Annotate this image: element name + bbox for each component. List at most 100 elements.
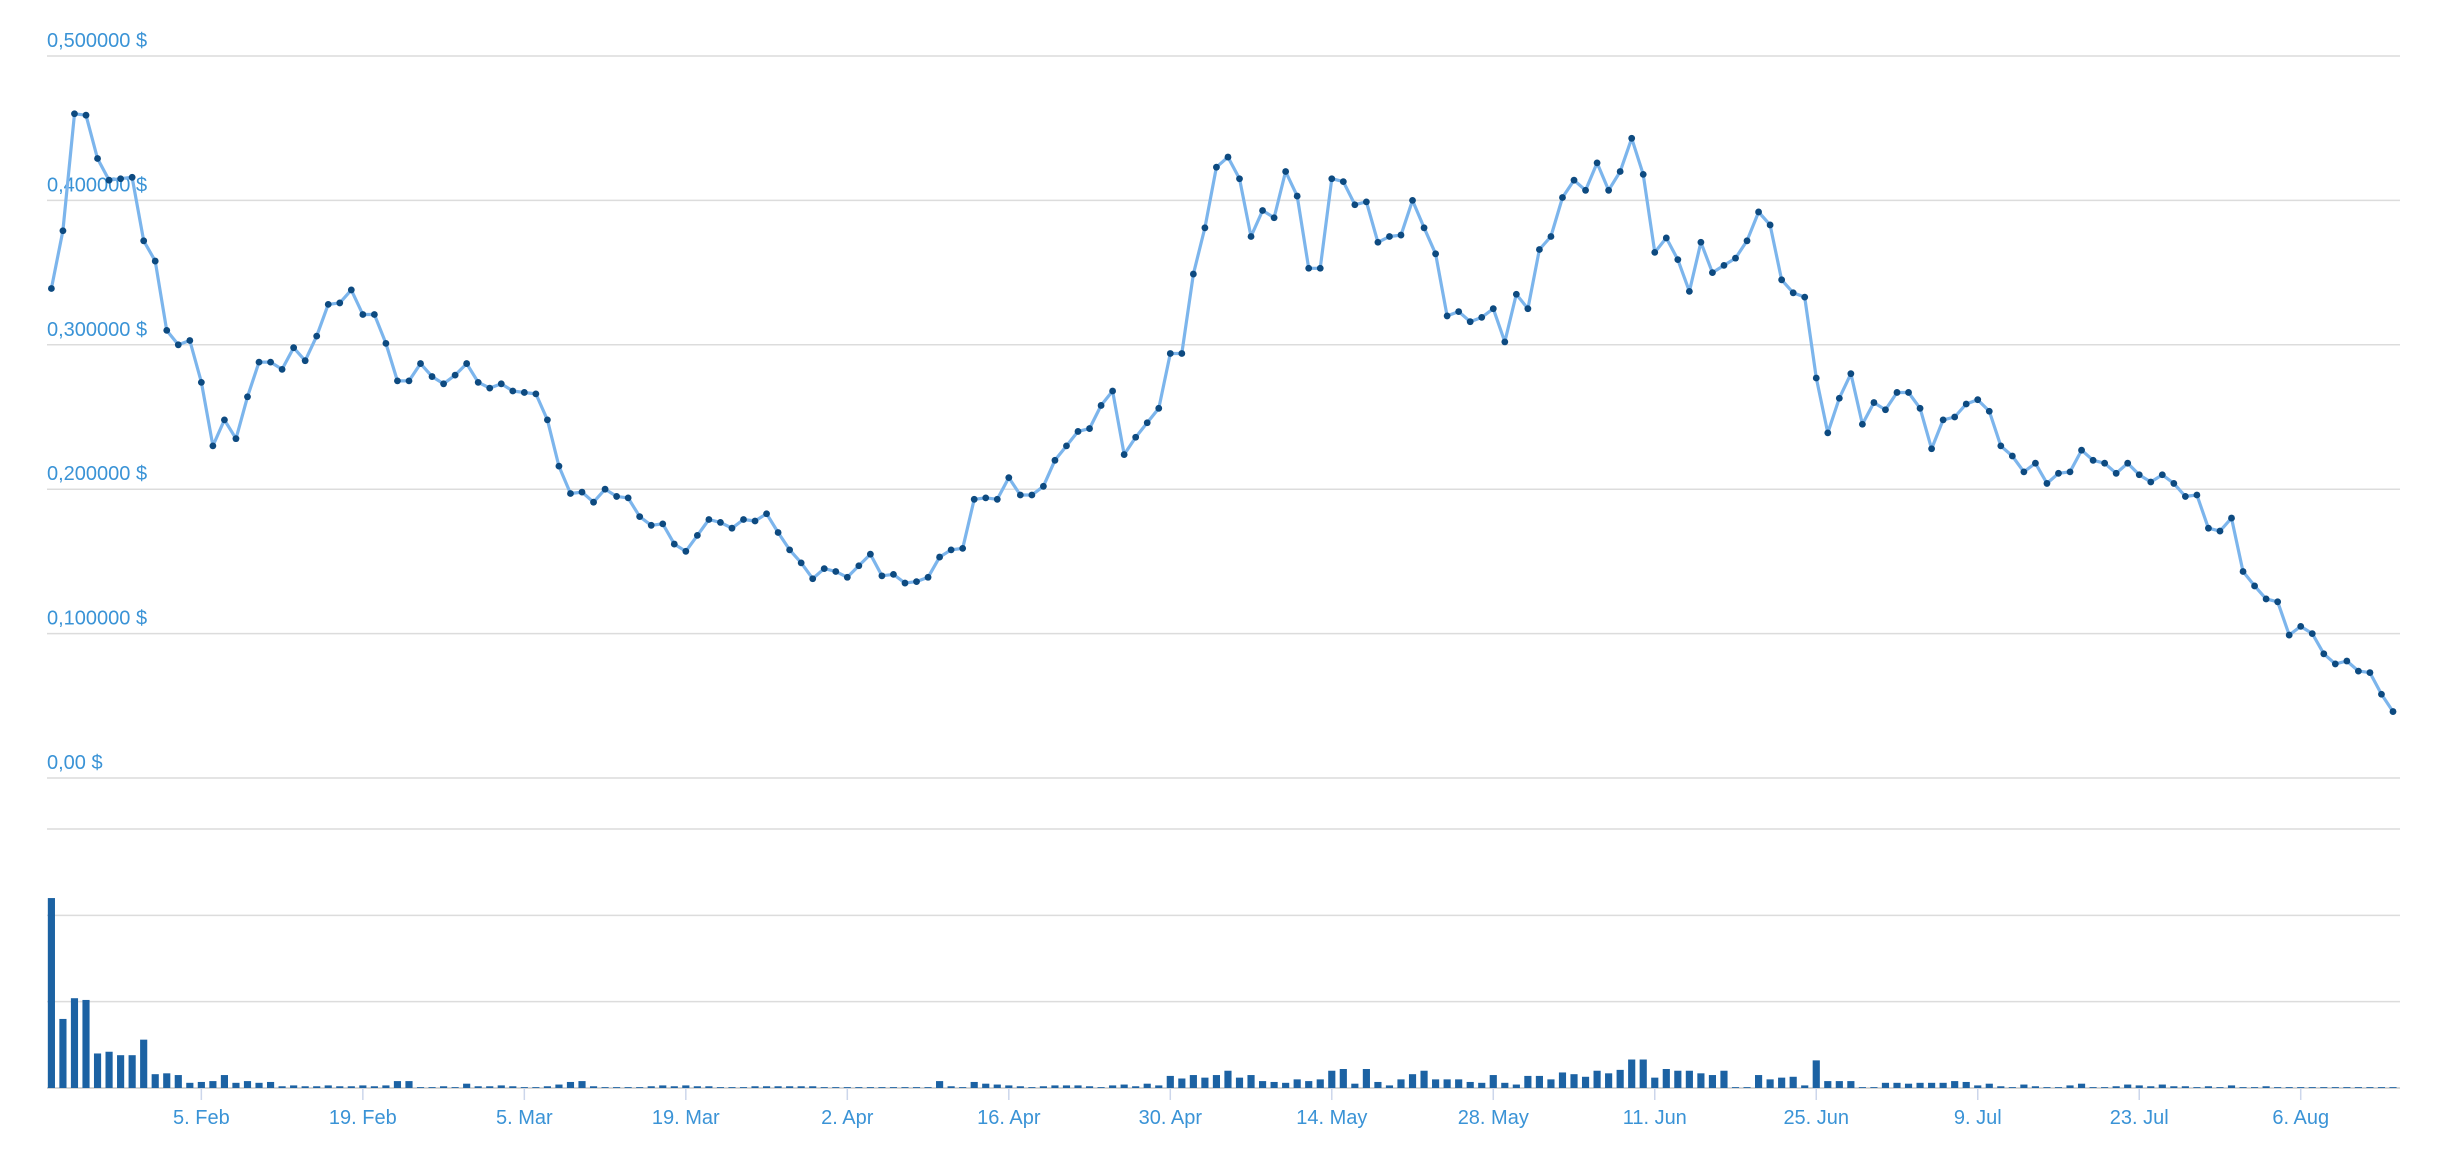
price-point [1143,419,1151,427]
volume-bar [2377,1087,2386,1088]
price-point [1489,305,1497,313]
price-point [1386,233,1393,240]
price-point [1501,338,1509,346]
price-point [71,110,78,118]
volume-bar [151,1074,159,1088]
volume-bar [2331,1087,2339,1088]
volume-bar [163,1073,171,1088]
price-point [1166,350,1174,357]
x-tick-label: 28. May [1458,1107,1529,1129]
price-point [2055,469,2062,477]
volume-bar [1085,1086,1094,1088]
price-point [347,286,355,294]
volume-bar [2031,1086,2039,1088]
price-point [1847,370,1855,378]
price-point [924,573,932,581]
volume-bar [393,1081,402,1088]
price-point [2147,478,2155,486]
price-point [1224,153,1232,161]
price-point [1270,214,1278,222]
volume-bar [555,1084,563,1088]
volume-bar [970,1081,978,1088]
price-point [2205,524,2212,532]
price-point [659,520,667,528]
volume-bar [1316,1079,1324,1088]
x-tick-label: 2. Apr [821,1107,874,1129]
price-point [1328,175,1336,183]
price-point [1512,290,1520,298]
volume-bar [1535,1075,1543,1088]
price-point [1685,287,1693,295]
volume-bar [82,999,90,1088]
x-tick-label: 19. Mar [652,1107,720,1129]
volume-bar [589,1086,598,1088]
price-point [2170,480,2178,487]
volume-bar [889,1087,898,1088]
price-point [1985,407,1993,415]
price-point [763,510,770,518]
volume-bar [1097,1087,1105,1088]
volume-bar [1478,1082,1486,1088]
volume-bar [1928,1082,1936,1088]
price-point [1570,176,1578,184]
price-point [2354,667,2362,675]
price-point [1882,406,1889,414]
volume-bar [2285,1087,2293,1088]
volume-bar [186,1082,194,1088]
volume-bar [1778,1077,1786,1088]
volume-bar [1109,1085,1117,1088]
price-point [1651,248,1659,256]
volume-bar [1385,1085,1394,1088]
volume-bar [1962,1081,1970,1088]
price-point [197,378,205,386]
volume-bar [2158,1084,2166,1088]
volume-bar [982,1083,990,1088]
price-point [1628,134,1636,142]
volume-bar [1305,1081,1313,1088]
price-point [878,572,886,580]
price-point [2020,468,2028,476]
volume-bar [1155,1085,1163,1088]
volume-bar [751,1086,759,1088]
volume-bar [220,1075,229,1088]
price-point [947,546,955,554]
price-point [255,358,263,366]
volume-bar [2204,1086,2213,1088]
price-point [774,529,782,536]
volume-bar [520,1087,528,1088]
volume-bar [809,1086,817,1088]
volume-bar [1628,1059,1636,1088]
price-point [1974,396,1982,404]
price-point [1547,233,1555,240]
volume-bar [2274,1087,2282,1088]
volume-bar [70,998,79,1088]
price-point [2378,690,2385,698]
price-point [2112,469,2120,477]
volume-bar [1258,1081,1267,1088]
x-tick-label: 5. Feb [173,1107,230,1129]
volume-bar [1432,1079,1440,1088]
volume-bar [2066,1085,2074,1088]
price-point [1397,231,1405,239]
price-point [394,377,401,385]
volume-bar [1743,1087,1751,1088]
volume-bar [1916,1082,1924,1088]
price-point [1962,400,1970,408]
price-point [832,568,840,575]
price-point [1916,404,1924,412]
price-point [555,462,563,470]
volume-bar [613,1087,621,1088]
volume-bar [601,1087,609,1088]
volume-bar [324,1085,332,1088]
price-point [693,532,701,539]
volume-bar [728,1087,736,1088]
price-point [751,517,759,525]
volume-bar [762,1086,771,1088]
price-point [2089,456,2097,464]
price-point [1132,433,1140,441]
volume-bar [1408,1074,1417,1088]
price-point [1293,192,1301,200]
price-point [982,494,990,502]
volume-bar [774,1086,782,1088]
volume-bar [659,1085,667,1088]
